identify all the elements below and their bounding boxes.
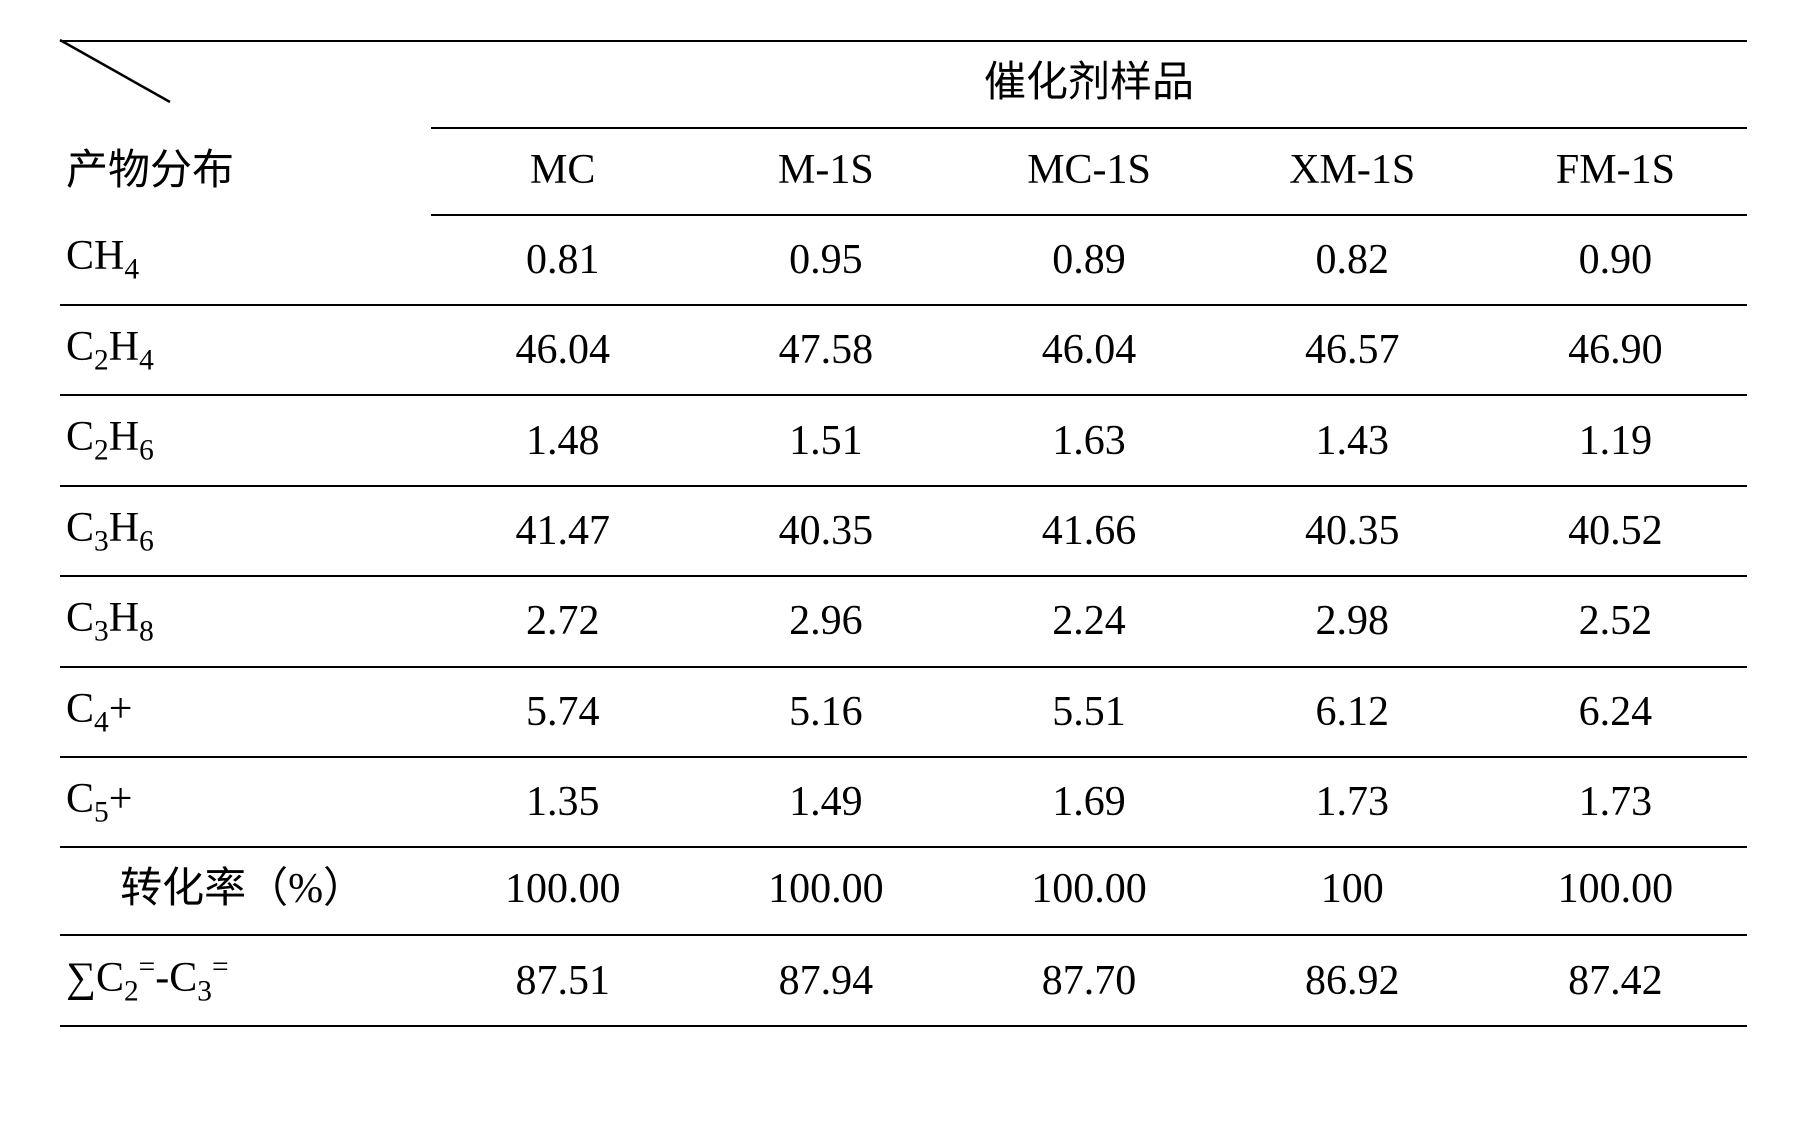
table-row: C3H82.722.962.242.982.52 bbox=[60, 576, 1747, 666]
cell: 1.69 bbox=[957, 757, 1220, 847]
cell: 1.19 bbox=[1484, 395, 1747, 485]
row-label: CH4 bbox=[60, 215, 431, 304]
header-row-1: 产物分布 催化剂样品 bbox=[60, 41, 1747, 128]
table-row: C4+5.745.165.516.126.24 bbox=[60, 667, 1747, 757]
cell: 2.72 bbox=[431, 576, 694, 666]
cell: 46.04 bbox=[431, 305, 694, 395]
cell: 87.70 bbox=[957, 935, 1220, 1026]
cell: 46.04 bbox=[957, 305, 1220, 395]
cell: 100.00 bbox=[1484, 847, 1747, 934]
cell: 46.90 bbox=[1484, 305, 1747, 395]
cell: 2.98 bbox=[1221, 576, 1484, 666]
table-row: C2H61.481.511.631.431.19 bbox=[60, 395, 1747, 485]
cell: 87.42 bbox=[1484, 935, 1747, 1026]
row-label: C3H6 bbox=[60, 486, 431, 576]
cell: 1.51 bbox=[694, 395, 957, 485]
cell: 41.66 bbox=[957, 486, 1220, 576]
cell: 40.35 bbox=[694, 486, 957, 576]
table-row: C5+1.351.491.691.731.73 bbox=[60, 757, 1747, 847]
cell: 5.74 bbox=[431, 667, 694, 757]
cell: 47.58 bbox=[694, 305, 957, 395]
cell: 1.73 bbox=[1221, 757, 1484, 847]
page: 产物分布 催化剂样品 MC M-1S MC-1S XM-1S FM-1S CH4… bbox=[60, 40, 1747, 1027]
cell: 100.00 bbox=[694, 847, 957, 934]
cell: 1.49 bbox=[694, 757, 957, 847]
sum-label: ∑C2=-C3= bbox=[60, 935, 431, 1026]
cell: 1.48 bbox=[431, 395, 694, 485]
catalyst-table: 产物分布 催化剂样品 MC M-1S MC-1S XM-1S FM-1S CH4… bbox=[60, 40, 1747, 1027]
table-row: C3H641.4740.3541.6640.3540.52 bbox=[60, 486, 1747, 576]
table-row: CH40.810.950.890.820.90 bbox=[60, 215, 1747, 304]
row-label: C2H6 bbox=[60, 395, 431, 485]
catalyst-table-wrap: 产物分布 催化剂样品 MC M-1S MC-1S XM-1S FM-1S CH4… bbox=[60, 40, 1747, 1027]
cell: 100.00 bbox=[431, 847, 694, 934]
cell: 40.52 bbox=[1484, 486, 1747, 576]
row-label: C5+ bbox=[60, 757, 431, 847]
cell: 1.35 bbox=[431, 757, 694, 847]
cell: 40.35 bbox=[1221, 486, 1484, 576]
cell: 0.90 bbox=[1484, 215, 1747, 304]
cell: 100.00 bbox=[957, 847, 1220, 934]
cell: 100 bbox=[1221, 847, 1484, 934]
col-header: FM-1S bbox=[1484, 128, 1747, 215]
cell: 0.89 bbox=[957, 215, 1220, 304]
cell: 6.12 bbox=[1221, 667, 1484, 757]
cell: 6.24 bbox=[1484, 667, 1747, 757]
table-body: CH40.810.950.890.820.90C2H446.0447.5846.… bbox=[60, 215, 1747, 1026]
row-label: C2H4 bbox=[60, 305, 431, 395]
sum-row: ∑C2=-C3=87.5187.9487.7086.9287.42 bbox=[60, 935, 1747, 1026]
conversion-label: 转化率（%） bbox=[60, 847, 431, 934]
cell: 5.51 bbox=[957, 667, 1220, 757]
cell: 5.16 bbox=[694, 667, 957, 757]
cell: 1.43 bbox=[1221, 395, 1484, 485]
table-row: C2H446.0447.5846.0446.5746.90 bbox=[60, 305, 1747, 395]
row-label: C4+ bbox=[60, 667, 431, 757]
cell: 0.95 bbox=[694, 215, 957, 304]
cell: 2.52 bbox=[1484, 576, 1747, 666]
cell: 0.82 bbox=[1221, 215, 1484, 304]
conversion-row: 转化率（%）100.00100.00100.00100100.00 bbox=[60, 847, 1747, 934]
cell: 0.81 bbox=[431, 215, 694, 304]
cell: 87.51 bbox=[431, 935, 694, 1026]
col-header: MC bbox=[431, 128, 694, 215]
cell: 41.47 bbox=[431, 486, 694, 576]
cell: 86.92 bbox=[1221, 935, 1484, 1026]
row-header-label: 产物分布 bbox=[60, 41, 431, 215]
table-head: 产物分布 催化剂样品 MC M-1S MC-1S XM-1S FM-1S bbox=[60, 41, 1747, 215]
cell: 2.24 bbox=[957, 576, 1220, 666]
cell: 2.96 bbox=[694, 576, 957, 666]
row-label: C3H8 bbox=[60, 576, 431, 666]
cell: 87.94 bbox=[694, 935, 957, 1026]
span-header: 催化剂样品 bbox=[431, 41, 1747, 128]
col-header: MC-1S bbox=[957, 128, 1220, 215]
cell: 1.63 bbox=[957, 395, 1220, 485]
cell: 46.57 bbox=[1221, 305, 1484, 395]
col-header: M-1S bbox=[694, 128, 957, 215]
col-header: XM-1S bbox=[1221, 128, 1484, 215]
cell: 1.73 bbox=[1484, 757, 1747, 847]
